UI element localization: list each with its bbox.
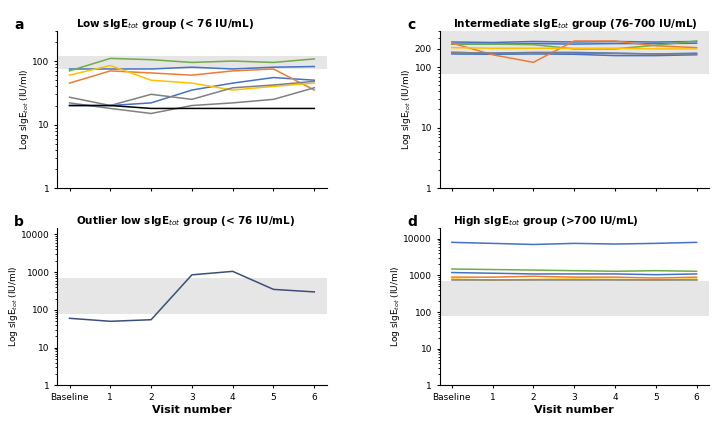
- Text: Low sIgE$_{tot}$ group (< 76 IU/mL): Low sIgE$_{tot}$ group (< 76 IU/mL): [76, 17, 254, 31]
- X-axis label: Visit number: Visit number: [534, 405, 614, 415]
- Bar: [440, 281, 709, 317]
- Text: High sIgE$_{tot}$ group (>700 IU/mL): High sIgE$_{tot}$ group (>700 IU/mL): [453, 214, 639, 228]
- Y-axis label: Log sIgE$_{tot}$ (IU/ml): Log sIgE$_{tot}$ (IU/ml): [389, 266, 402, 347]
- Text: Intermediate sIgE$_{tot}$ group (76-700 IU/mL): Intermediate sIgE$_{tot}$ group (76-700 …: [453, 17, 698, 31]
- Y-axis label: Log sIgE$_{tot}$ (IU/ml): Log sIgE$_{tot}$ (IU/ml): [18, 69, 31, 150]
- Bar: [57, 56, 326, 69]
- X-axis label: Visit number: Visit number: [152, 405, 232, 415]
- Bar: [440, 16, 709, 74]
- Bar: [57, 278, 326, 314]
- Y-axis label: Log sIgE$_{tot}$ (IU/ml): Log sIgE$_{tot}$ (IU/ml): [6, 266, 19, 347]
- Text: Outlier low sIgE$_{tot}$ group (< 76 IU/mL): Outlier low sIgE$_{tot}$ group (< 76 IU/…: [76, 214, 295, 228]
- Y-axis label: Log sIgE$_{tot}$ (IU/ml): Log sIgE$_{tot}$ (IU/ml): [400, 69, 413, 150]
- Text: a: a: [14, 18, 24, 32]
- Text: d: d: [407, 215, 417, 229]
- Text: c: c: [407, 18, 415, 32]
- Text: b: b: [14, 215, 24, 229]
